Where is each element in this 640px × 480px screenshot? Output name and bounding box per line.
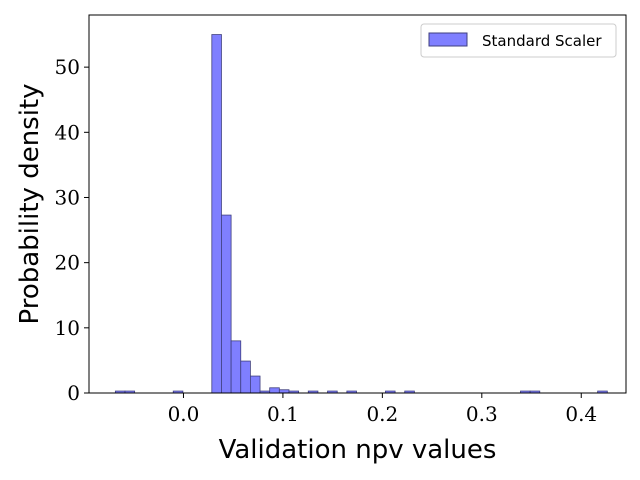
y-tick-label: 40 xyxy=(55,120,80,144)
y-tick-label: 10 xyxy=(55,316,80,340)
histogram-bar-3 xyxy=(211,34,222,394)
y-tick-label: 20 xyxy=(55,251,80,275)
x-tick-label: 0.1 xyxy=(267,402,299,426)
x-tick-label: 0.2 xyxy=(366,402,398,426)
y-axis-label: Probability density xyxy=(15,83,45,324)
y-tick-label: 0 xyxy=(67,381,80,405)
legend-swatch xyxy=(428,32,468,47)
y-tick-label: 50 xyxy=(55,55,80,79)
histogram-bar-6 xyxy=(240,360,251,394)
legend: Standard Scaler xyxy=(420,23,617,58)
y-axis-ticks: 0 10 20 30 40 50 xyxy=(55,55,89,405)
histogram-bar-4 xyxy=(221,214,232,394)
x-axis-ticks: 0.0 0.1 0.2 0.3 0.4 xyxy=(168,393,597,426)
histogram-bar-5 xyxy=(230,340,242,394)
x-axis-label: Validation npv values xyxy=(219,435,497,465)
x-tick-label: 0.0 xyxy=(168,402,200,426)
y-tick-label: 30 xyxy=(55,185,80,209)
histogram-bars xyxy=(114,34,608,394)
plot-frame xyxy=(88,14,627,394)
x-tick-label: 0.4 xyxy=(565,402,597,426)
x-tick-label: 0.3 xyxy=(466,402,498,426)
histogram-bar-7 xyxy=(249,375,261,394)
histogram-bar-9 xyxy=(269,387,280,394)
legend-entry-standard-scaler: Standard Scaler xyxy=(482,32,602,50)
legend-box xyxy=(420,23,617,58)
